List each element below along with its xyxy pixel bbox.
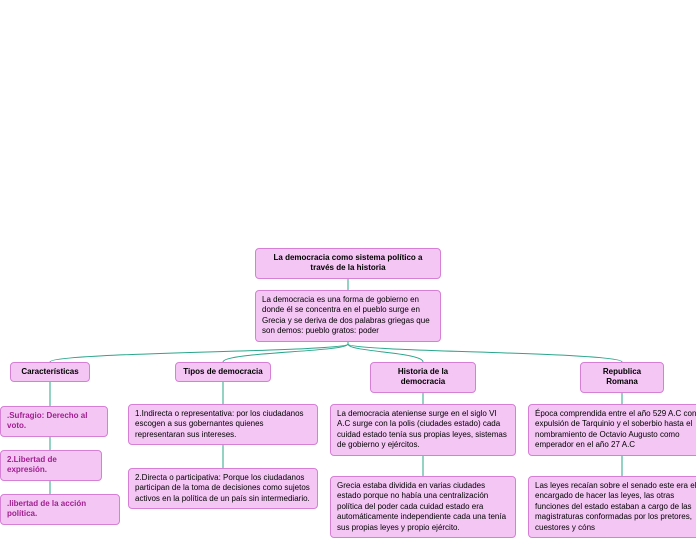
branch2-item2: 2.Directa o participativa: Porque los ci… [128,468,318,509]
branch1-item2: 2.Libertad de expresión. [0,450,102,481]
branch1-item1: .Sufragio: Derecho al voto. [0,406,108,437]
branch2-item1: 1.Indirecta o representativa: por los ci… [128,404,318,445]
branch1-item3: .libertad de la acción política. [0,494,120,525]
root-node: La democracia como sistema político a tr… [255,248,441,279]
branch2-title: Tipos de democracia [175,362,271,382]
branch4-title: Republica Romana [580,362,664,393]
branch4-item2: Las leyes recaían sobre el senado este e… [528,476,696,538]
branch4-item1: Época comprendida entre el año 529 A.C c… [528,404,696,456]
branch3-item1: La democracia ateniense surge en el sigl… [330,404,516,456]
branch3-title: Historia de la democracia [370,362,476,393]
definition-node: La democracia es una forma de gobierno e… [255,290,441,342]
branch1-title: Características [10,362,90,382]
branch3-item2: Grecia estaba dividida en varias ciudade… [330,476,516,538]
